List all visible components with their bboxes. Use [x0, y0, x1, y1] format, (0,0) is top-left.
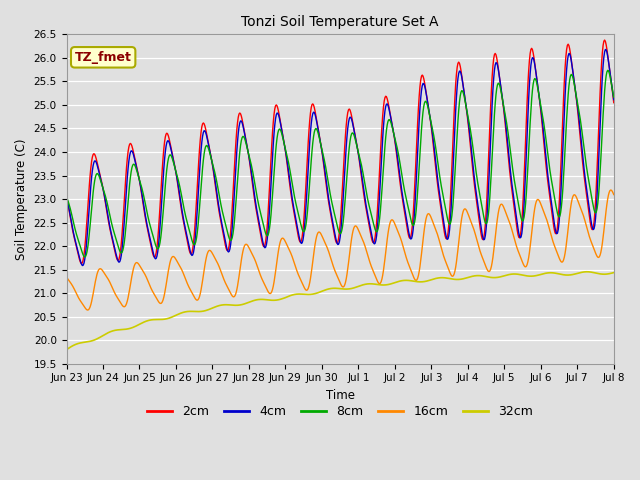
8cm	[386, 117, 394, 122]
2cm	[386, 108, 394, 113]
32cm	[183, 309, 191, 314]
32cm	[385, 282, 392, 288]
32cm	[206, 306, 214, 312]
4cm	[610, 97, 618, 103]
16cm	[184, 281, 191, 287]
2cm	[601, 37, 609, 43]
Title: Tonzi Soil Temperature Set A: Tonzi Soil Temperature Set A	[241, 15, 439, 29]
Line: 32cm: 32cm	[67, 272, 614, 349]
32cm	[332, 286, 339, 291]
16cm	[607, 187, 614, 193]
X-axis label: Time: Time	[326, 389, 355, 402]
4cm	[561, 109, 568, 115]
32cm	[63, 347, 70, 352]
4cm	[63, 194, 70, 200]
2cm	[78, 261, 86, 266]
8cm	[184, 220, 191, 226]
32cm	[583, 269, 591, 275]
8cm	[333, 219, 340, 225]
4cm	[386, 108, 394, 114]
2cm	[184, 239, 191, 244]
32cm	[610, 270, 618, 276]
16cm	[84, 307, 92, 313]
2cm	[610, 100, 618, 106]
16cm	[333, 271, 340, 277]
Y-axis label: Soil Temperature (C): Soil Temperature (C)	[15, 138, 28, 260]
Line: 8cm: 8cm	[67, 71, 614, 257]
32cm	[439, 275, 447, 281]
2cm	[561, 78, 568, 84]
2cm	[333, 240, 340, 245]
8cm	[610, 94, 618, 100]
Legend: 2cm, 4cm, 8cm, 16cm, 32cm: 2cm, 4cm, 8cm, 16cm, 32cm	[142, 400, 538, 423]
4cm	[333, 238, 340, 244]
8cm	[63, 193, 70, 199]
8cm	[207, 155, 215, 160]
8cm	[604, 68, 611, 73]
4cm	[207, 154, 215, 159]
Text: TZ_fmet: TZ_fmet	[75, 51, 132, 64]
16cm	[440, 252, 447, 258]
16cm	[63, 274, 70, 280]
4cm	[602, 47, 609, 52]
16cm	[386, 222, 394, 228]
16cm	[207, 248, 215, 254]
16cm	[561, 254, 568, 260]
8cm	[81, 254, 88, 260]
2cm	[63, 193, 70, 199]
4cm	[79, 263, 86, 268]
Line: 16cm: 16cm	[67, 190, 614, 310]
8cm	[561, 160, 568, 166]
4cm	[440, 217, 447, 223]
2cm	[440, 224, 447, 229]
Line: 2cm: 2cm	[67, 40, 614, 264]
2cm	[207, 153, 215, 159]
4cm	[184, 235, 191, 241]
Line: 4cm: 4cm	[67, 49, 614, 265]
32cm	[560, 272, 568, 277]
16cm	[610, 192, 618, 197]
8cm	[440, 195, 447, 201]
